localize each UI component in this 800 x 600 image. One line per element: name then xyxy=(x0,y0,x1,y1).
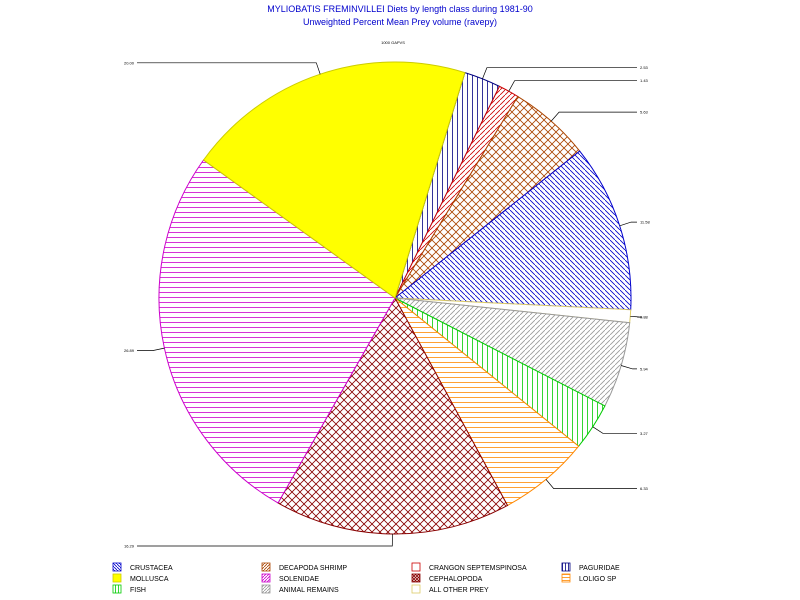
slice-value-label-crustacea: 11.58 xyxy=(640,220,650,225)
pie-slice-solenidae xyxy=(158,159,396,504)
slice-value-label-mollusca: 20.00 xyxy=(124,60,135,65)
legend-swatch xyxy=(411,573,421,583)
slice-value-label-all-other-prey: 0.88 xyxy=(640,315,649,320)
legend-swatch xyxy=(261,573,271,583)
chart-title: MYLIOBATIS FREMINVILLEI Diets by length … xyxy=(267,4,532,14)
legend-item-cephalopoda: CEPHALOPODA xyxy=(411,573,483,583)
legend-label: DECAPODA SHRIMP xyxy=(279,565,347,572)
leader-line-cephalopoda xyxy=(137,533,393,547)
slice-value-label-cephalopoda: 16.29 xyxy=(124,544,135,549)
leader-line-paguridae xyxy=(482,67,637,79)
legend-item-crustacea: CRUSTACEA xyxy=(112,562,173,572)
leader-line-all-other-prey xyxy=(630,315,643,318)
pie-slice-mollusca xyxy=(202,61,466,299)
slice-value-label-animal-remains: 5.94 xyxy=(640,366,649,371)
legend-label: PAGURIDAE xyxy=(579,565,620,572)
leader-line-mollusca xyxy=(137,62,321,75)
legend-swatch xyxy=(112,584,122,594)
pie-slice-crustacea xyxy=(393,150,632,311)
legend-label: FISH xyxy=(130,587,146,594)
legend-swatch xyxy=(112,573,122,583)
legend-swatch xyxy=(411,584,421,594)
leader-line-animal-remains xyxy=(621,365,637,370)
legend-item-animal-remains: ANIMAL REMAINS xyxy=(261,584,339,594)
legend-label: LOLIGO SP xyxy=(579,576,617,583)
legend-swatch xyxy=(261,562,271,572)
chart-subtitle: Unweighted Percent Mean Prey volume (rav… xyxy=(303,17,497,27)
slice-value-label-crangon-septemspinosa: 1.43 xyxy=(640,78,649,83)
legend-item-solenidae: SOLENIDAE xyxy=(261,573,319,583)
legend-label: ALL OTHER PREY xyxy=(429,587,489,594)
legend-swatch xyxy=(261,584,271,594)
pie-slices xyxy=(158,61,632,535)
legend-item-crangon-septemspinosa: CRANGON SEPTEMSPINOSA xyxy=(411,562,527,572)
legend: CRUSTACEA DECAPODA SHRIMP CRANGON SEPTEMSP… xyxy=(112,562,620,594)
slice-value-label-loligo-sp: 6.33 xyxy=(640,486,649,491)
leader-line-loligo-sp xyxy=(545,479,637,489)
slice-value-label-fish: 3.27 xyxy=(640,431,649,436)
legend-label: MOLLUSCA xyxy=(130,576,169,583)
legend-label: CRANGON SEPTEMSPINOSA xyxy=(429,565,527,572)
legend-item-loligo-sp: LOLIGO SP xyxy=(561,573,617,583)
legend-label: CRUSTACEA xyxy=(130,565,173,572)
leader-line-crangon-septemspinosa xyxy=(508,80,637,92)
legend-label: ANIMAL REMAINS xyxy=(279,587,339,594)
legend-swatch xyxy=(561,562,571,572)
legend-swatch xyxy=(411,562,421,572)
slice-value-label-paguridae: 2.53 xyxy=(640,65,649,70)
legend-label: SOLENIDAE xyxy=(279,576,319,583)
group-label: 1000 GAPVS xyxy=(381,40,405,45)
legend-swatch xyxy=(112,562,122,572)
slice-value-label-solenidae: 26.89 xyxy=(124,348,135,353)
slice-labels: 2.53 1.43 5.63 11.58 0.88 5.94 3.27 6.33 16.29 26… xyxy=(124,60,651,548)
slice-value-label-decapoda-shrimp: 5.63 xyxy=(640,110,649,115)
legend-item-paguridae: PAGURIDAE xyxy=(561,562,620,572)
leader-line-decapoda-shrimp xyxy=(550,111,637,122)
legend-swatch xyxy=(561,573,571,583)
leader-line-solenidae xyxy=(137,347,165,351)
leader-line-fish xyxy=(592,426,637,434)
legend-item-decapoda-shrimp: DECAPODA SHRIMP xyxy=(261,562,347,572)
leader-line-crustacea xyxy=(619,221,637,227)
legend-item-mollusca: MOLLUSCA xyxy=(112,573,169,583)
legend-item-fish: FISH xyxy=(112,584,146,594)
legend-item-all-other-prey: ALL OTHER PREY xyxy=(411,584,489,594)
pie-slice-cephalopoda xyxy=(277,296,509,535)
legend-label: CEPHALOPODA xyxy=(429,576,483,583)
